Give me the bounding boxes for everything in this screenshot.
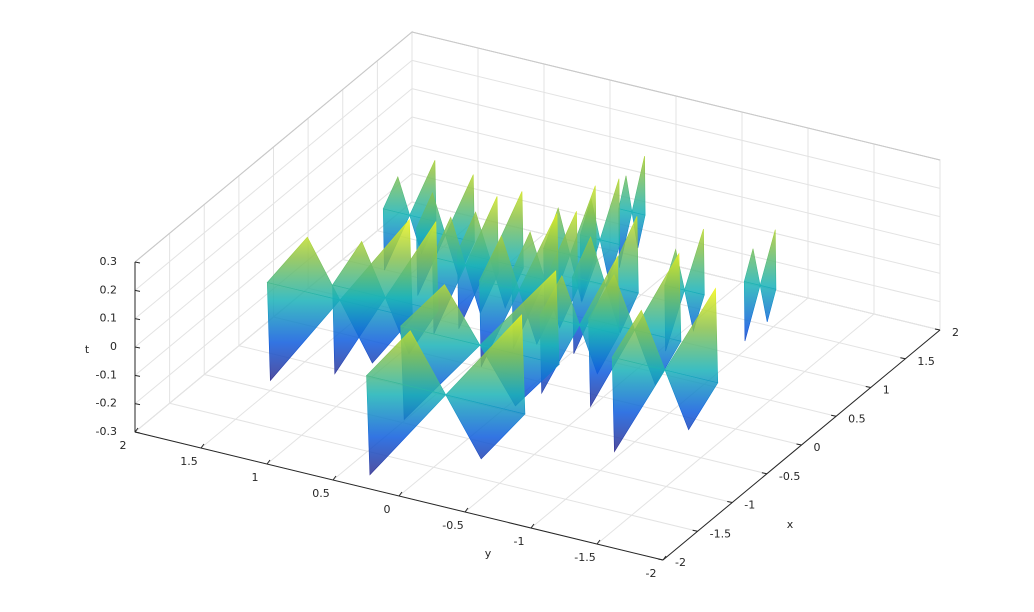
z-tick-label: -0.3 <box>96 425 117 438</box>
surface-patch <box>366 375 447 476</box>
grid-line <box>411 173 941 303</box>
x-tick-label: -2 <box>675 556 686 569</box>
z-tick <box>134 346 141 349</box>
z-tick <box>134 289 141 292</box>
x-tick <box>761 472 767 475</box>
x-axis-label: x <box>787 518 794 531</box>
grid-line <box>530 297 809 529</box>
y-tick <box>596 539 601 545</box>
y-tick-label: 0 <box>384 503 391 516</box>
bowtie-surface <box>332 220 439 375</box>
surface-patch <box>382 176 411 216</box>
surface-patch <box>759 284 777 323</box>
y-tick-label: 2 <box>120 439 127 452</box>
x-tick <box>900 357 906 360</box>
z-tick <box>134 374 141 377</box>
y-tick <box>398 491 403 497</box>
surface-patch <box>618 175 633 213</box>
surface-patch <box>599 178 621 246</box>
x-tick-label: 1 <box>883 384 890 397</box>
x-tick-label: -1.5 <box>710 527 731 540</box>
surface-patch <box>445 314 526 415</box>
surface-patch <box>743 281 761 342</box>
y-axis-label: y <box>485 547 492 560</box>
x-tick <box>727 501 733 503</box>
bowtie-surface <box>743 229 777 342</box>
y-tick <box>200 443 205 449</box>
x-tick <box>934 328 941 331</box>
y-tick <box>332 475 337 481</box>
grid-line <box>134 59 413 291</box>
x-tick-label: 1.5 <box>917 355 935 368</box>
z-tick-label: 0.2 <box>100 283 118 296</box>
y-tick <box>134 427 139 433</box>
grid-line <box>596 313 875 545</box>
y-tick-label: -2 <box>646 567 657 580</box>
surface-patch <box>634 252 682 342</box>
z-tick <box>134 431 141 434</box>
z-tick-label: -0.1 <box>96 368 117 381</box>
z-tick-label: 0.1 <box>100 312 118 325</box>
y-tick-label: -0.5 <box>442 519 463 532</box>
bowtie-surface <box>365 314 526 476</box>
z-tick <box>134 403 141 406</box>
z-tick <box>134 318 141 321</box>
y-tick-label: 1 <box>252 471 259 484</box>
z-axis-label: t <box>85 343 90 356</box>
x-tick-label: 0 <box>814 441 821 454</box>
x-tick <box>657 558 664 561</box>
y-tick <box>662 555 667 561</box>
y-tick-label: -1.5 <box>574 551 595 564</box>
surfaces <box>266 156 777 476</box>
z-tick-label: 0 <box>110 340 117 353</box>
grid-line <box>134 144 413 376</box>
x-tick-label: 2 <box>952 326 959 339</box>
y-tick-label: 0.5 <box>312 487 330 500</box>
y-tick-label: -1 <box>514 535 525 548</box>
x-tick-label: 0.5 <box>848 412 866 425</box>
bowtie-surface <box>611 287 719 453</box>
surface-patch <box>664 287 719 384</box>
surface-patch <box>743 248 761 286</box>
x-tick <box>865 386 871 388</box>
surface-patch <box>611 356 666 453</box>
surface-patch <box>631 156 646 216</box>
z-tick-label: 0.3 <box>100 255 118 268</box>
x-tick <box>831 414 837 417</box>
z-tick-label: -0.2 <box>96 397 117 410</box>
axes: -2 -1.5 -1 -0.5 0 0.5 1 1.5 2 -2 -1.5 -1 -0.5 0 0.5 1 1.… <box>96 255 959 580</box>
x-tick <box>692 529 698 532</box>
bowtie-surface <box>618 156 646 268</box>
y-tick-label: 1.5 <box>180 455 198 468</box>
grid-line <box>134 116 413 348</box>
surface-patch <box>465 196 499 274</box>
y-tick <box>464 507 469 513</box>
grid-line <box>411 59 941 189</box>
surface-patch <box>332 284 386 375</box>
surface-patch <box>384 220 439 311</box>
grid-line <box>134 88 413 320</box>
surface-patch <box>759 229 777 290</box>
y-tick <box>530 523 535 529</box>
grid-line <box>411 144 941 274</box>
grid-line <box>411 88 941 218</box>
surface-patch <box>266 282 341 382</box>
y-tick <box>266 459 271 465</box>
surface-patch <box>684 228 705 296</box>
z-tick <box>134 261 141 264</box>
box-edge <box>134 31 941 263</box>
x-tick-label: -1 <box>744 499 755 512</box>
grid-line <box>411 116 941 246</box>
x-tick-label: -0.5 <box>779 470 800 483</box>
x-tick <box>796 443 802 446</box>
